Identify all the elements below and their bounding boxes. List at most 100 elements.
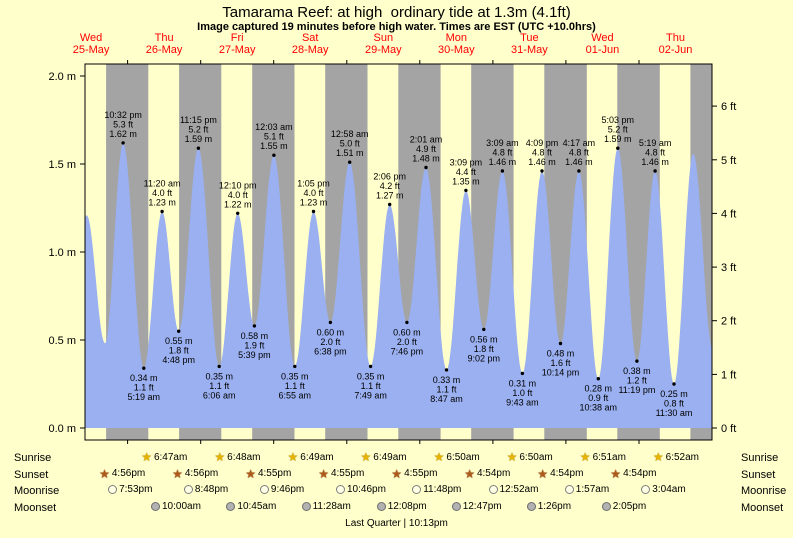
low-tide-annotation-line: 1.1 ft — [361, 381, 382, 391]
sunset-entry: ★ 4:55pm — [391, 468, 437, 480]
high-tide-annotation-line: 1.62 m — [109, 129, 137, 139]
low-tide-annotation-line: 1.1 ft — [134, 383, 155, 393]
tide-extreme-dot — [500, 169, 505, 173]
y-axis-label-m: 0.5 m — [48, 335, 76, 347]
sunset-entry: ★ 4:54pm — [610, 468, 656, 480]
moonrise-time: 10:46pm — [347, 484, 386, 495]
y-axis-label-ft: 4 ft — [721, 208, 736, 220]
low-tide-annotation-line: 0.8 ft — [664, 399, 685, 409]
tide-extreme-dot — [121, 141, 125, 145]
sunrise-entry: ★ 6:48am — [214, 451, 260, 463]
high-tide-annotation-line: 5.1 ft — [264, 132, 285, 142]
moonset-time: 1:26pm — [537, 500, 572, 512]
moonset-entry: 2:05pm — [601, 501, 646, 512]
high-tide-annotation-line: 1.55 m — [260, 141, 288, 151]
moonrise-time: 7:53pm — [119, 484, 153, 495]
high-tide-annotation-line: 4.0 ft — [228, 190, 249, 200]
sunrise-entry: ★ 6:49am — [288, 451, 334, 463]
low-tide-annotation-line: 1.1 ft — [285, 381, 306, 391]
moonrise-time: 1:57am — [575, 484, 610, 495]
high-tide-annotation-line: 1.46 m — [528, 157, 556, 167]
high-tide-annotation-line: 1.59 m — [185, 134, 213, 144]
high-tide-annotation-line: 1.51 m — [336, 148, 364, 158]
high-tide-annotation-line: 4.2 ft — [380, 181, 401, 191]
moonrise-entry: 11:48pm — [412, 484, 461, 495]
sunrise-time: 6:49am — [300, 451, 334, 463]
sunset-time: 4:54pm — [550, 468, 584, 479]
high-tide-annotation-line: 12:58 am — [331, 129, 369, 139]
tide-extreme-dot — [368, 364, 373, 369]
day-label-date: 30-May — [438, 44, 475, 56]
sunrise-time: 6:49am — [373, 451, 407, 463]
tide-extreme-dot — [520, 371, 525, 376]
y-axis-label-ft: 3 ft — [721, 262, 736, 274]
sunrise-time: 6:50am — [519, 451, 553, 463]
moonrise-icon — [183, 485, 193, 494]
moonset-icon — [451, 501, 461, 511]
astro-row-moonset: Moonset Moonset 10:00am 10:45am 11:28am 12:08… — [0, 501, 793, 516]
moonrise-entry: 12:52am — [488, 484, 539, 495]
sunset-icon: ★ — [537, 466, 549, 481]
day-label-name: Thu — [155, 32, 174, 44]
moonset-entry: 11:28am — [301, 501, 351, 512]
sunrise-icon: ★ — [433, 450, 445, 464]
sunset-icon: ★ — [610, 466, 622, 481]
day-label-date: 27-May — [219, 44, 256, 56]
high-tide-annotation-line: 4.8 ft — [532, 148, 553, 158]
moonrise-icon — [488, 485, 498, 494]
moonrise-entry: 10:46pm — [336, 484, 386, 495]
sunrise-icon: ★ — [506, 450, 518, 464]
high-tide-annotation-line: 12:10 pm — [219, 180, 257, 190]
sunrise-icon: ★ — [214, 450, 226, 464]
moonset-time: 12:47pm — [462, 500, 502, 512]
low-tide-annotation-line: 0.60 m — [393, 327, 421, 337]
low-tide-annotation-line: 7:46 pm — [391, 346, 424, 356]
sunrise-time: 6:48am — [227, 451, 261, 463]
high-tide-annotation-line: 1.22 m — [224, 199, 252, 209]
low-tide-annotation-line: 2.0 ft — [320, 337, 341, 347]
sunrise-time: 6:51am — [592, 451, 626, 463]
moonset-icon — [301, 501, 311, 511]
day-label-name: Thu — [666, 32, 685, 44]
tide-extreme-dot — [252, 324, 257, 328]
low-tide-annotation-line: 5:19 am — [128, 392, 161, 402]
y-axis-label-ft: 0 ft — [721, 423, 736, 435]
day-label-name: Wed — [80, 32, 102, 44]
low-tide-annotation-line: 0.35 m — [205, 371, 233, 381]
sunrise-time: 6:47am — [153, 451, 188, 463]
tide-curve-area — [85, 143, 712, 428]
sunrise-time: 6:50am — [446, 451, 480, 463]
sunrise-time: 6:52am — [665, 451, 700, 463]
low-tide-annotation-line: 0.28 m — [585, 384, 613, 394]
sunset-entry: ★ 4:54pm — [464, 468, 510, 480]
moonrise-entry: 7:53pm — [108, 484, 152, 495]
tide-extreme-dot — [196, 146, 201, 150]
day-label-date: 26-May — [146, 44, 183, 56]
sunset-time: 4:55pm — [257, 468, 292, 479]
moonrise-time: 12:52am — [499, 484, 539, 495]
y-axis-label-ft: 6 ft — [721, 101, 736, 113]
day-label-name: Fri — [231, 32, 244, 44]
low-tide-annotation-line: 0.56 m — [470, 334, 498, 344]
day-label-date: 31-May — [511, 44, 548, 56]
sunset-entry: ★ 4:55pm — [245, 468, 291, 480]
high-tide-annotation-line: 2:01 am — [410, 135, 443, 145]
moonset-entry: 12:08pm — [376, 500, 427, 512]
high-tide-annotation-line: 4.0 ft — [152, 188, 173, 198]
y-axis-label-m: 1.5 m — [48, 159, 76, 171]
tide-extreme-dot — [293, 364, 297, 369]
low-tide-annotation-line: 7:49 am — [354, 390, 387, 400]
tide-extreme-dot — [142, 366, 146, 370]
moonrise-label-left: Moonrise — [14, 485, 60, 497]
low-tide-annotation-line: 9:02 pm — [468, 353, 501, 363]
low-tide-annotation-line: 10:38 am — [580, 403, 618, 413]
low-tide-annotation-line: 1.8 ft — [169, 346, 190, 356]
sunset-icon: ★ — [464, 466, 475, 481]
tide-extreme-dot — [540, 169, 544, 173]
moonset-time: 12:08pm — [387, 500, 427, 512]
high-tide-annotation-line: 5.3 ft — [113, 119, 134, 129]
astro-row-moonrise: Moonrise Moonrise 7:53pm 8:48pm 9:46pm 10:46p… — [0, 484, 793, 499]
low-tide-annotation-line: 1.1 ft — [436, 384, 457, 394]
day-label-name: Sun — [374, 32, 394, 44]
